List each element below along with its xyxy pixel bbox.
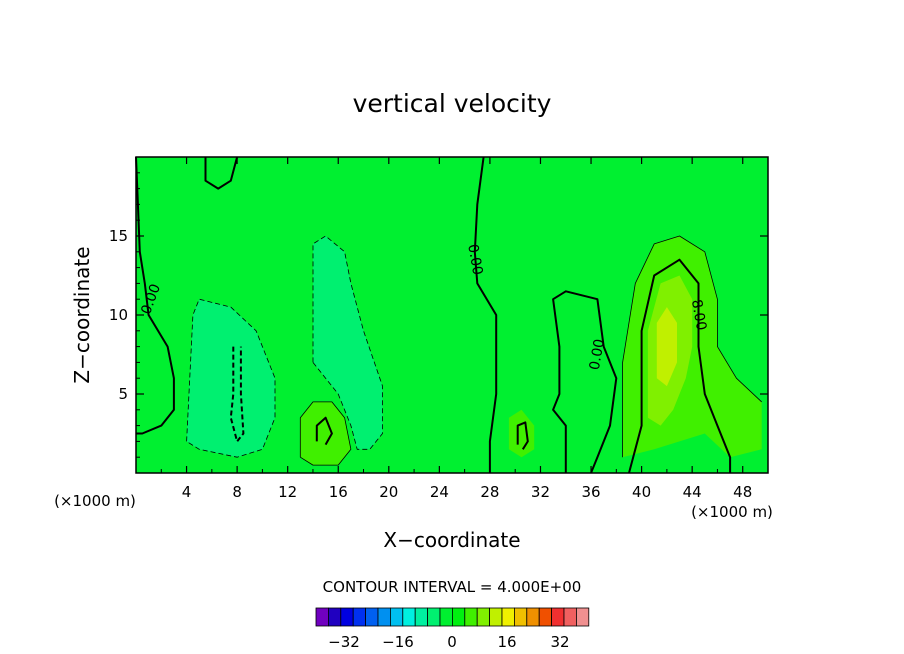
colorbar-swatch-8 xyxy=(414,607,429,627)
contour-line-9 xyxy=(186,298,276,458)
x-axis-ticks: 4 8 12 16 20 24 28 32 36 40 44 48 xyxy=(160,157,752,501)
colorbar-swatch-14 xyxy=(489,607,503,627)
contour-region-0 xyxy=(186,299,275,458)
x-unit-label-right: (×1000 m) xyxy=(691,503,773,521)
x-tick-label-5: 24 xyxy=(430,483,449,501)
contour-region-6 xyxy=(656,307,677,387)
y-tick-label-2: 15 xyxy=(109,227,128,245)
colorbar-swatch-6 xyxy=(389,607,404,627)
colorbar xyxy=(315,607,590,627)
plot-area: 0.000.000.008.00 xyxy=(135,156,769,474)
contour-line-3 xyxy=(552,290,618,474)
colorbar-swatch-12 xyxy=(464,607,478,627)
contour-line-7 xyxy=(299,401,352,466)
colorbar-swatch-3 xyxy=(352,607,367,627)
x-tick-label-7: 32 xyxy=(531,483,550,501)
colorbar-swatch-1 xyxy=(327,607,342,627)
contour-region-2 xyxy=(300,401,351,466)
colorbar-swatch-9 xyxy=(427,607,441,627)
x-tick-label-1: 8 xyxy=(232,483,242,501)
chart-title: vertical velocity xyxy=(353,89,552,118)
contour-line-2 xyxy=(473,156,498,473)
colorbar-swatch-19 xyxy=(551,607,565,627)
y-axis-ticks: 5 10 15 xyxy=(109,172,768,458)
y-tick-label-1: 10 xyxy=(109,306,128,324)
contour-region-1 xyxy=(313,236,383,450)
contour-line-6 xyxy=(516,421,529,450)
contour-label-3: 8.00 xyxy=(688,298,709,331)
x-tick-label-9: 40 xyxy=(632,483,651,501)
contour-label-2: 0.00 xyxy=(587,338,608,371)
x-tick-label-2: 12 xyxy=(278,483,297,501)
y-axis-label: Z−coordinate xyxy=(70,246,94,383)
x-unit-label-left: (×1000 m) xyxy=(54,492,136,510)
x-tick-label-10: 44 xyxy=(683,483,702,501)
colorbar-swatch-18 xyxy=(538,607,553,627)
colorbar-swatch-7 xyxy=(402,607,416,627)
colorbar-swatch-21 xyxy=(576,607,590,627)
contour-line-8 xyxy=(622,235,762,458)
x-tick-label-6: 28 xyxy=(480,483,499,501)
contour-region-3 xyxy=(508,409,535,458)
colorbar-swatch-10 xyxy=(439,607,453,627)
contour-line-5 xyxy=(315,416,333,446)
contour-line-10 xyxy=(312,235,383,450)
contour-line-11 xyxy=(229,346,245,443)
contour-lines xyxy=(135,156,762,474)
colorbar-labels: −32 −16 0 16 32 xyxy=(328,633,569,651)
contour-label-1: 0.00 xyxy=(464,243,485,276)
contour-line-1 xyxy=(204,156,239,190)
colorbar-label-2: 0 xyxy=(447,633,457,651)
x-tick-label-0: 4 xyxy=(182,483,192,501)
x-tick-label-3: 16 xyxy=(329,483,348,501)
colorbar-label-4: 32 xyxy=(550,633,569,651)
colorbar-swatch-0 xyxy=(315,607,329,627)
colorbar-swatch-5 xyxy=(377,607,391,627)
colorbar-swatch-20 xyxy=(563,607,577,627)
colorbar-swatch-11 xyxy=(451,607,466,627)
x-axis-label: X−coordinate xyxy=(383,528,520,552)
colorbar-swatch-16 xyxy=(514,607,528,627)
contour-interval-text: CONTOUR INTERVAL = 4.000E+00 xyxy=(323,578,582,596)
colorbar-swatch-2 xyxy=(340,607,354,627)
contour-line-4 xyxy=(628,258,732,474)
colorbar-label-1: −16 xyxy=(382,633,414,651)
contour-regions xyxy=(186,236,762,466)
contour-line-0 xyxy=(135,156,175,435)
colorbar-swatch-4 xyxy=(365,607,379,627)
colorbar-swatch-13 xyxy=(476,607,491,627)
colorbar-label-0: −32 xyxy=(328,633,360,651)
colorbar-swatch-15 xyxy=(501,607,515,627)
colorbar-label-3: 16 xyxy=(497,633,516,651)
y-tick-label-0: 5 xyxy=(118,385,128,403)
x-tick-label-11: 48 xyxy=(733,483,752,501)
x-tick-label-4: 20 xyxy=(379,483,398,501)
x-tick-label-8: 36 xyxy=(581,483,600,501)
colorbar-swatch-17 xyxy=(526,607,540,627)
